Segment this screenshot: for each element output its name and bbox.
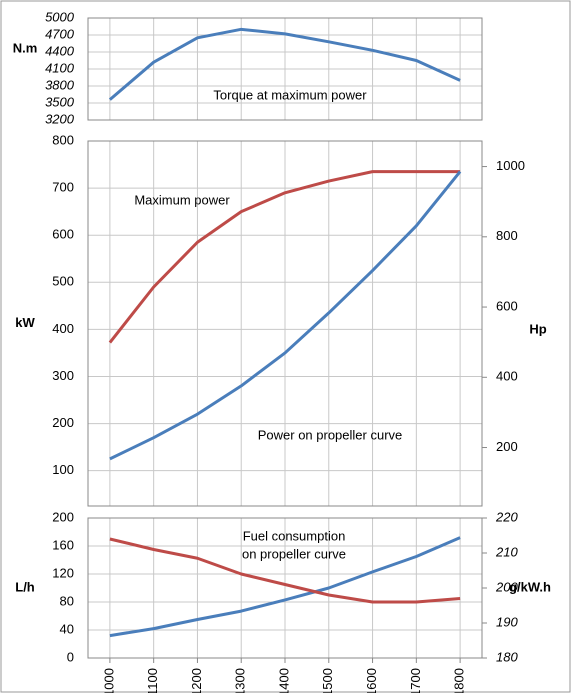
y2-tick-label: 800 bbox=[496, 228, 518, 243]
y-tick-label: 80 bbox=[60, 593, 74, 608]
y-tick-label: 600 bbox=[52, 227, 74, 242]
y-tick-label: 3500 bbox=[45, 94, 75, 109]
series-label: Torque at maximum power bbox=[213, 87, 367, 102]
y-tick-label: 3800 bbox=[45, 77, 75, 92]
series-line bbox=[108, 170, 461, 344]
y-tick-label: 4700 bbox=[45, 26, 75, 41]
y-tick-label: 5000 bbox=[45, 9, 75, 24]
y2-tick-label: 190 bbox=[496, 614, 518, 629]
y2-tick-label: 1000 bbox=[496, 158, 525, 173]
y2-tick-label: 600 bbox=[496, 298, 518, 313]
series-line bbox=[109, 170, 462, 461]
series-label: Maximum power bbox=[134, 192, 230, 207]
x-tick-label: 1300 bbox=[233, 668, 248, 693]
y2-tick-label: 400 bbox=[496, 369, 518, 384]
x-tick-label: 1800 bbox=[452, 668, 467, 693]
y2-tick-label: 200 bbox=[495, 579, 518, 594]
x-tick-label: 1600 bbox=[364, 668, 379, 693]
y-tick-label: 100 bbox=[52, 462, 74, 477]
y2-axis-label: Hp bbox=[529, 321, 546, 336]
x-tick-label: 1000 bbox=[101, 668, 116, 693]
y-tick-label: 400 bbox=[52, 321, 74, 336]
y-tick-label: 4400 bbox=[45, 43, 75, 58]
series-line bbox=[109, 537, 461, 604]
y2-axis-label: g/kW.h bbox=[509, 579, 551, 594]
x-tick-label: 1700 bbox=[408, 668, 423, 693]
series-label: Power on propeller curve bbox=[258, 427, 403, 442]
y2-tick-label: 200 bbox=[496, 439, 518, 454]
x-tick-label: 1500 bbox=[320, 668, 335, 693]
y-tick-label: 300 bbox=[52, 368, 74, 383]
y-tick-label: 500 bbox=[52, 274, 74, 289]
plot-frame bbox=[87, 140, 483, 507]
annotation: on propeller curve bbox=[242, 546, 346, 561]
y-tick-label: 120 bbox=[52, 565, 74, 580]
y-tick-label: 800 bbox=[52, 132, 74, 147]
x-tick-label: 1200 bbox=[189, 668, 204, 693]
series-line bbox=[109, 536, 461, 638]
y-axis-label: kW bbox=[15, 315, 35, 330]
x-tick-label: 1400 bbox=[276, 668, 291, 693]
y-tick-label: 200 bbox=[52, 415, 74, 430]
y-tick-label: 700 bbox=[52, 180, 74, 195]
y-tick-label: 40 bbox=[60, 621, 74, 636]
y-tick-label: 200 bbox=[52, 509, 74, 524]
y-tick-label: 4100 bbox=[45, 60, 75, 75]
y2-tick-label: 180 bbox=[496, 649, 518, 664]
y2-tick-label: 220 bbox=[495, 509, 518, 524]
annotation: Fuel consumption bbox=[243, 528, 346, 543]
series-line bbox=[108, 27, 461, 101]
y-tick-label: 0 bbox=[67, 649, 74, 664]
y-tick-label: 160 bbox=[52, 537, 74, 552]
y-tick-label: 3200 bbox=[45, 111, 75, 126]
y2-tick-label: 210 bbox=[495, 544, 518, 559]
y-axis-label: L/h bbox=[15, 579, 35, 594]
y-axis-label: N.m bbox=[13, 40, 38, 55]
plot-frame bbox=[87, 17, 483, 121]
x-tick-label: 1100 bbox=[145, 668, 160, 693]
